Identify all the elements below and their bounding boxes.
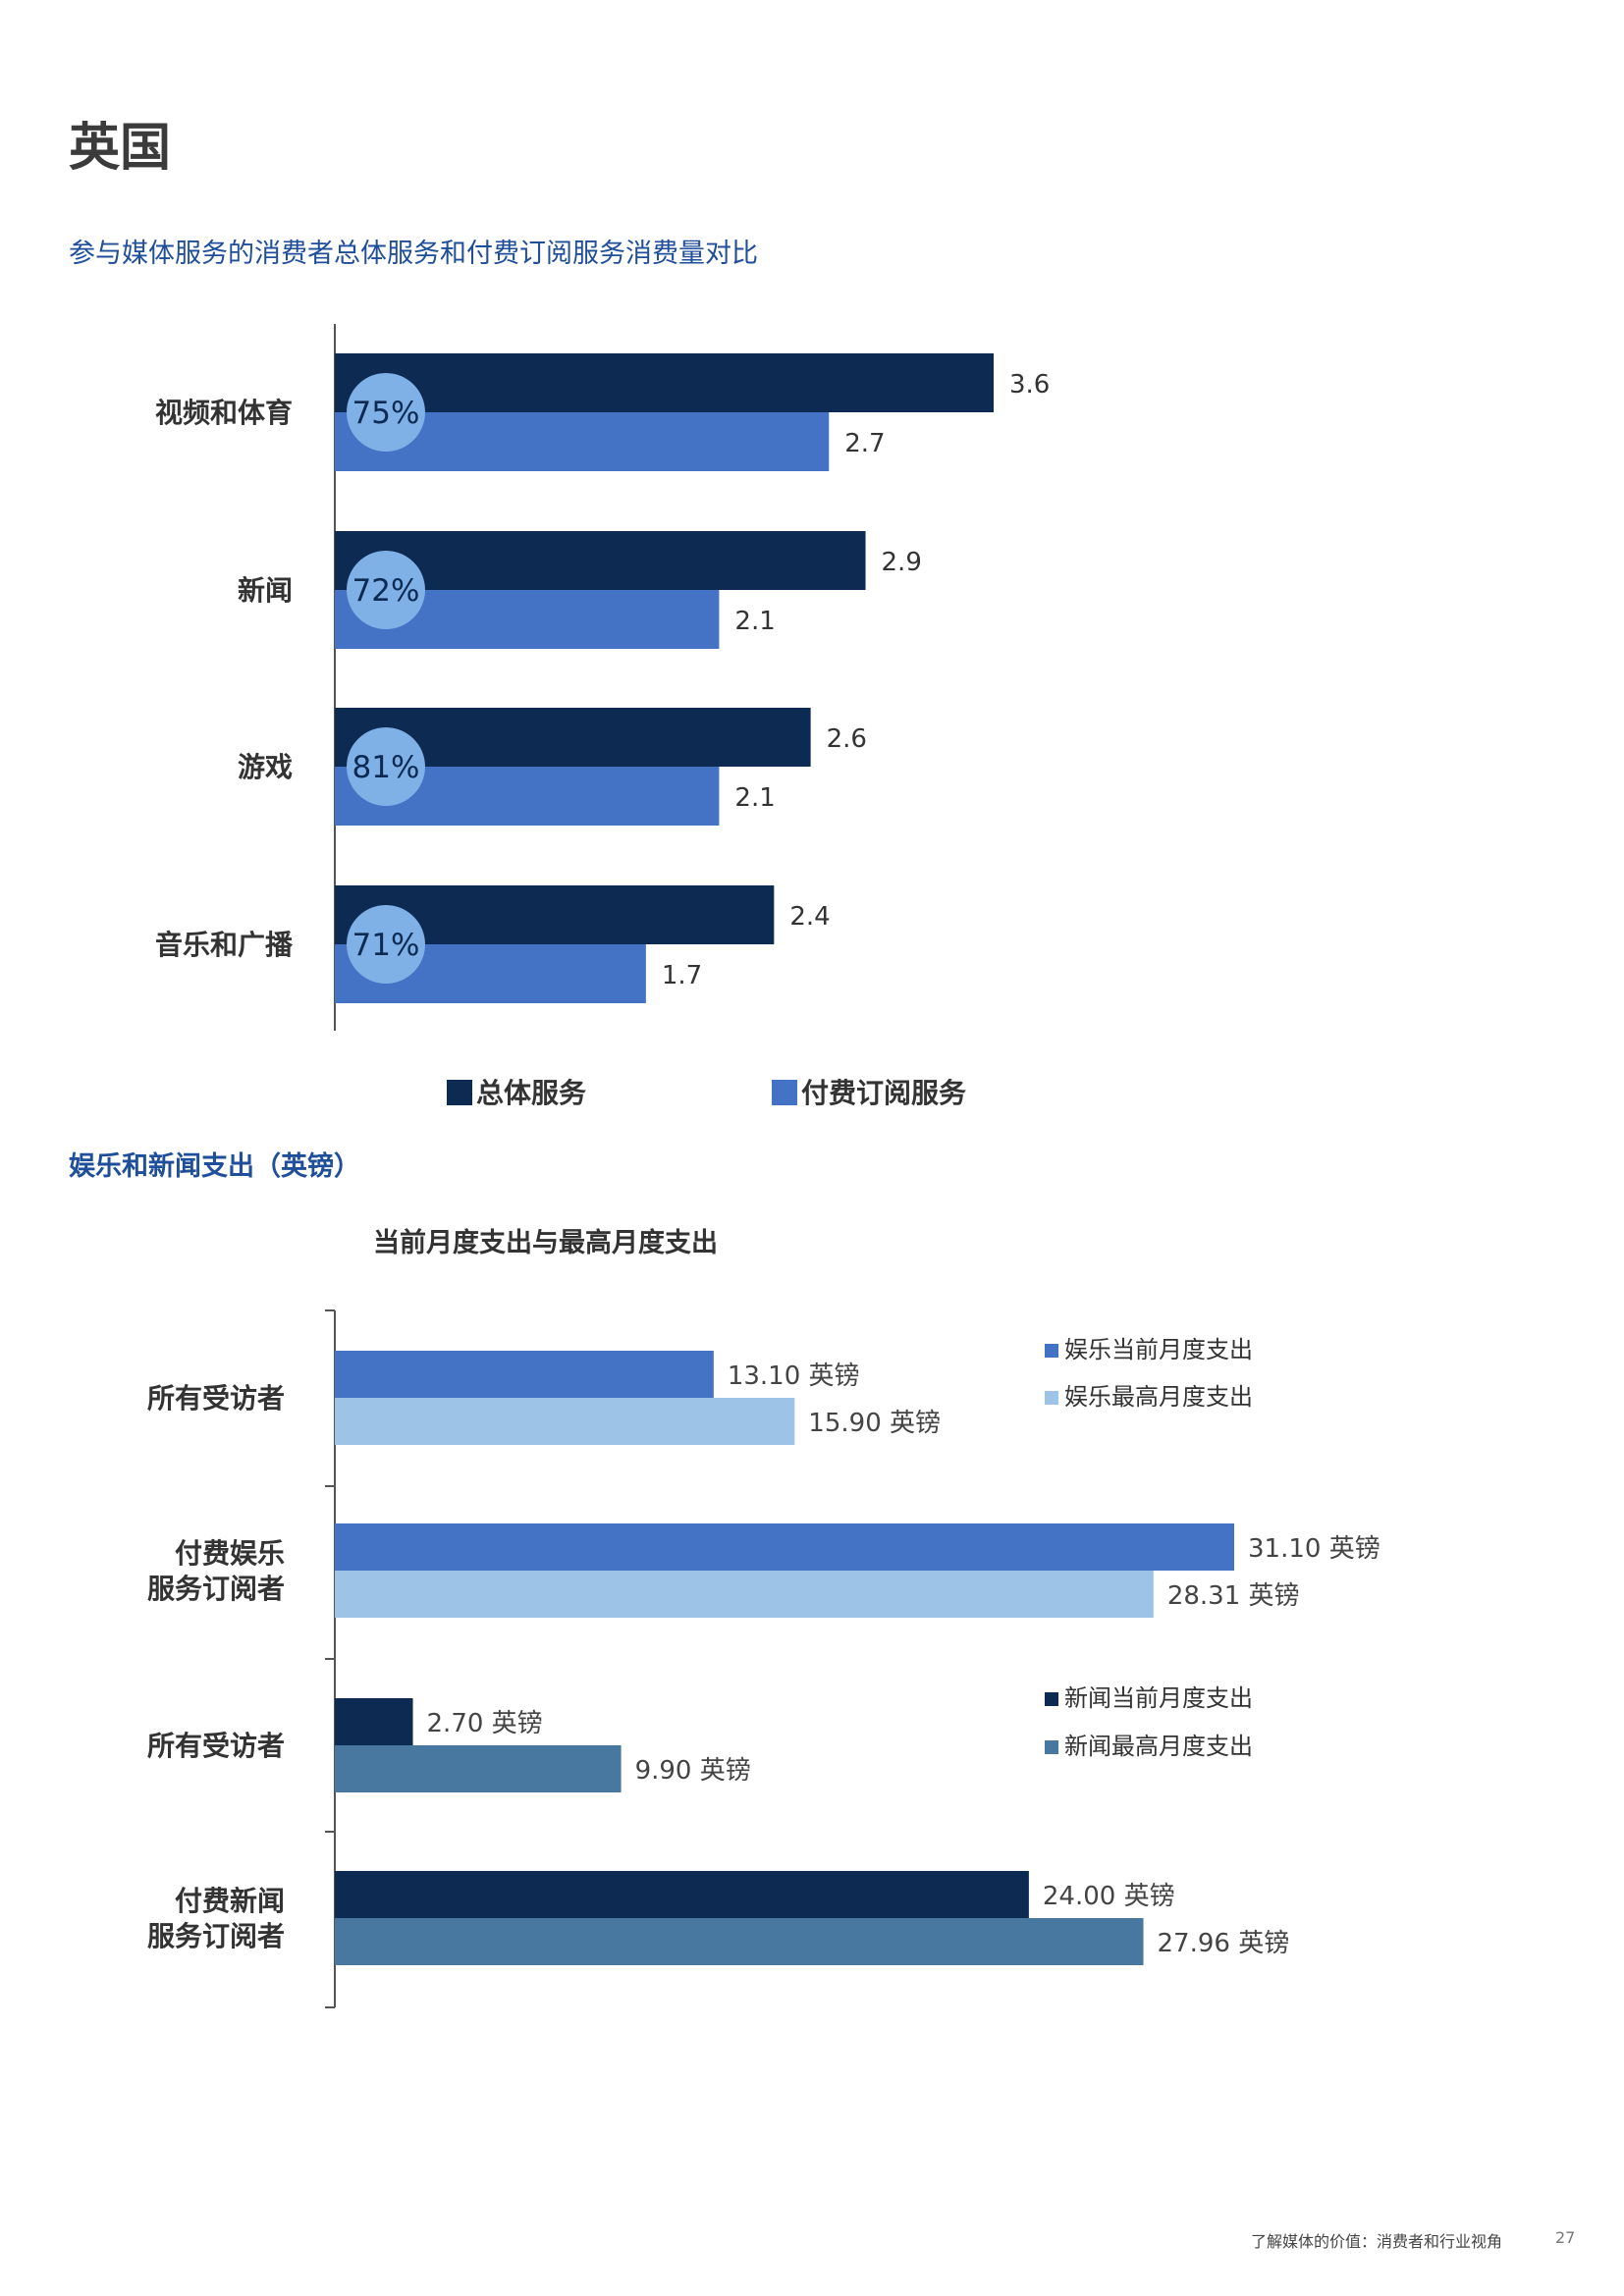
legend-label: 娱乐当前月度支出 bbox=[1064, 1336, 1253, 1363]
percent-badge-label: 81% bbox=[352, 750, 420, 785]
spending-bar bbox=[335, 1351, 714, 1398]
legend-swatch bbox=[1045, 1344, 1058, 1358]
chart1-subtitle: 参与媒体服务的消费者总体服务和付费订阅服务消费量对比 bbox=[69, 239, 758, 269]
percent-badge bbox=[347, 551, 425, 629]
legend-swatch bbox=[1045, 1391, 1058, 1405]
category-label: 游戏 bbox=[238, 751, 293, 783]
spending-value-label: 13.10 英镑 bbox=[728, 1362, 860, 1391]
value-label: 1.7 bbox=[662, 961, 702, 990]
spending-bar bbox=[335, 1571, 1154, 1618]
spending-value-label: 9.90 英镑 bbox=[635, 1756, 751, 1786]
spending-bar bbox=[335, 1398, 795, 1445]
legend-label: 新闻最高月度支出 bbox=[1064, 1733, 1253, 1760]
value-label: 2.9 bbox=[882, 548, 922, 577]
percent-badge-label: 71% bbox=[352, 928, 420, 963]
spending-bar bbox=[335, 1871, 1029, 1918]
percent-badge bbox=[347, 373, 425, 452]
spending-value-label: 15.90 英镑 bbox=[808, 1409, 941, 1438]
value-label: 3.6 bbox=[1009, 370, 1050, 400]
percent-badge-label: 72% bbox=[352, 573, 420, 609]
footer-text: 了解媒体的价值：消费者和行业视角 bbox=[1251, 2232, 1503, 2251]
consumption-chart: 视频和体育 3.6 2.7 75% 新闻 2.9 2.1 72% 游戏 2.6 2.1 81% 音乐和广… bbox=[155, 324, 1050, 1109]
page-number: 27 bbox=[1555, 2228, 1576, 2247]
legend-swatch bbox=[447, 1080, 472, 1105]
spending-bar bbox=[335, 1698, 413, 1745]
category-label: 视频和体育 bbox=[155, 397, 293, 429]
group-label: 所有受访者 bbox=[147, 1382, 285, 1415]
page-title: 英国 bbox=[69, 119, 172, 178]
group-label: 付费娱乐 bbox=[175, 1537, 285, 1570]
category-label: 音乐和广播 bbox=[155, 929, 294, 961]
percent-badge bbox=[347, 905, 425, 984]
percent-badge-label: 75% bbox=[352, 396, 420, 431]
group-label: 付费新闻 bbox=[175, 1885, 285, 1917]
group-label: 服务订阅者 bbox=[147, 1920, 285, 1952]
spending-bar bbox=[335, 1745, 622, 1792]
spending-value-label: 24.00 英镑 bbox=[1043, 1882, 1175, 1911]
legend-label: 新闻当前月度支出 bbox=[1064, 1684, 1253, 1712]
value-label: 2.4 bbox=[789, 902, 830, 932]
legend-swatch bbox=[1045, 1740, 1058, 1754]
group-label: 所有受访者 bbox=[147, 1730, 285, 1762]
spending-value-label: 27.96 英镑 bbox=[1158, 1929, 1290, 1958]
value-label: 2.1 bbox=[734, 607, 775, 636]
chart2-title: 当前月度支出与最高月度支出 bbox=[373, 1228, 718, 1258]
spending-bar bbox=[335, 1523, 1234, 1571]
legend-label: 付费订阅服务 bbox=[801, 1077, 966, 1109]
spending-value-label: 28.31 英镑 bbox=[1167, 1581, 1300, 1611]
spending-value-label: 31.10 英镑 bbox=[1248, 1534, 1380, 1564]
legend-swatch bbox=[772, 1080, 797, 1105]
legend-label: 总体服务 bbox=[476, 1077, 586, 1109]
percent-badge bbox=[347, 727, 425, 806]
category-label: 新闻 bbox=[238, 574, 293, 607]
group-label: 服务订阅者 bbox=[147, 1573, 285, 1605]
value-label: 2.1 bbox=[734, 783, 775, 813]
bar-overall bbox=[335, 353, 994, 412]
spending-bar bbox=[335, 1918, 1144, 1965]
value-label: 2.6 bbox=[827, 724, 867, 754]
legend-label: 娱乐最高月度支出 bbox=[1064, 1383, 1253, 1411]
spending-value-label: 2.70 英镑 bbox=[427, 1709, 543, 1738]
value-label: 2.7 bbox=[844, 429, 885, 458]
legend-swatch bbox=[1045, 1692, 1058, 1706]
spending-section-title: 娱乐和新闻支出（英镑） bbox=[69, 1151, 360, 1182]
